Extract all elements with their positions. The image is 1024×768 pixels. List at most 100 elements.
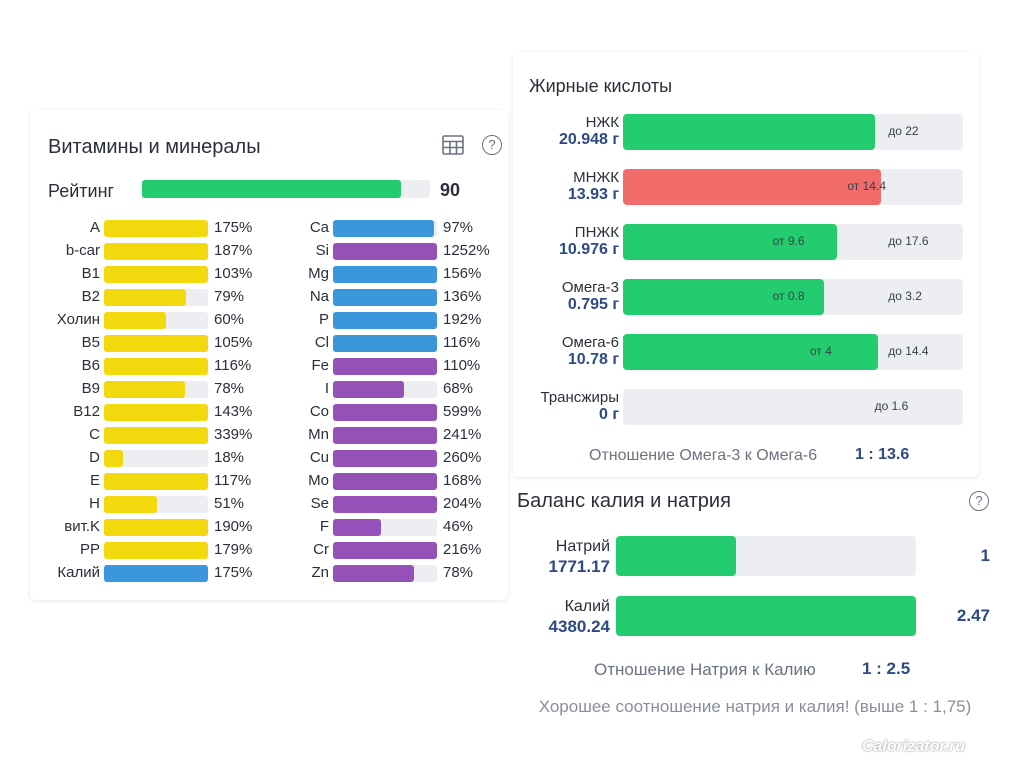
fatty-acids-title: Жирные кислоты — [529, 76, 673, 96]
vitamin-row: вит.K 190% — [30, 516, 270, 538]
nutrient-bar — [333, 289, 437, 306]
nutrient-bar-fill — [104, 427, 208, 444]
rating-bar — [142, 180, 430, 198]
nutrient-bar-fill — [104, 496, 158, 513]
mineral-row: P 192% — [255, 309, 505, 331]
nutrient-value: 143% — [214, 403, 253, 420]
nutrient-value: 339% — [214, 426, 253, 443]
nutrient-value: 51% — [214, 495, 245, 512]
balance-bar — [616, 596, 916, 636]
fatty-acid-bar-fill — [623, 114, 875, 150]
nutrient-bar-fill — [333, 243, 437, 260]
fatty-acid-amount: 0.795 г — [567, 296, 619, 313]
fatty-acid-amount: 13.93 г — [567, 186, 619, 203]
rating-bar-fill — [142, 180, 402, 198]
nutrient-bar — [104, 542, 208, 559]
nutrient-value: 78% — [443, 564, 474, 581]
nutrient-bar — [333, 335, 437, 352]
nutrient-bar-fill — [104, 519, 208, 536]
mineral-row: F 46% — [255, 516, 505, 538]
vitamin-row: B2 79% — [30, 286, 270, 308]
sodium-potassium-ratio-label: Отношение Натрия к Калию — [594, 660, 816, 679]
vitamin-row: C 339% — [30, 424, 270, 446]
nutrient-label: Ca — [309, 219, 329, 236]
nutrient-bar — [333, 496, 437, 513]
vitamin-row: B1 103% — [30, 263, 270, 285]
vitamin-row: A 175% — [30, 217, 270, 239]
nutrient-label: PP — [79, 541, 100, 558]
fatty-acid-row: Трансжиры 0 г до 1.6 — [513, 387, 979, 427]
nutrient-bar-fill — [104, 312, 167, 329]
vitamins-minerals-panel: Витамины и минералы ? Рейтинг 90 A 175% b-… — [30, 110, 508, 600]
norm-marker-label: до 22 — [888, 124, 919, 138]
norm-marker-label: от 9.6 — [772, 234, 805, 248]
nutrient-bar-fill — [333, 220, 434, 237]
mineral-row: Si 1252% — [255, 240, 505, 262]
nutrient-label: Mg — [308, 265, 329, 282]
fatty-acid-bar: от 14.4 — [623, 169, 963, 205]
balance-title: Баланс калия и натрия — [517, 490, 731, 512]
nutrient-bar-fill — [104, 450, 123, 467]
nutrient-value: 103% — [214, 265, 253, 282]
nutrient-bar-fill — [104, 220, 208, 237]
nutrient-bar — [333, 473, 437, 490]
vitamin-row: B6 116% — [30, 355, 270, 377]
nutrient-bar — [104, 312, 208, 329]
norm-marker-label: до 1.6 — [874, 399, 909, 413]
nutrient-bar — [104, 220, 208, 237]
fatty-acid-name: МНЖК — [573, 169, 619, 186]
nutrient-value: 46% — [443, 518, 474, 535]
balance-bar — [616, 536, 916, 576]
nutrient-label: B12 — [73, 403, 100, 420]
vitamins-panel-title: Витамины и минералы — [48, 136, 261, 158]
balance-note: Хорошее соотношение натрия и калия! (выш… — [538, 697, 972, 716]
fatty-acid-name: Омега-3 — [561, 279, 619, 296]
nutrient-bar-fill — [333, 335, 437, 352]
omega-ratio-label: Отношение Омега-3 к Омега-6 — [589, 447, 818, 464]
nutrient-value: 116% — [443, 334, 481, 351]
fatty-acid-bar: от 4 до 14.4 — [623, 334, 963, 370]
fatty-acid-amount: 10.976 г — [558, 241, 619, 258]
nutrient-value: 68% — [443, 380, 474, 397]
nutrient-value: 117% — [214, 472, 252, 489]
nutrient-label: P — [318, 311, 329, 328]
mineral-row: Mo 168% — [255, 470, 505, 492]
sodium-potassium-ratio-value: 1 : 2.5 — [862, 659, 911, 678]
nutrient-label: H — [89, 495, 100, 512]
balance-name: Натрий — [555, 538, 610, 555]
balance-bar-fill — [616, 536, 736, 576]
watermark-logo: Calorizator.ru — [862, 738, 966, 755]
nutrient-bar — [104, 496, 208, 513]
mineral-row: Cr 216% — [255, 539, 505, 561]
mineral-row: Co 599% — [255, 401, 505, 423]
nutrient-label: B1 — [81, 265, 100, 282]
nutrient-bar — [104, 473, 208, 490]
vitamin-row: B5 105% — [30, 332, 270, 354]
norm-marker-label: от 14.4 — [847, 179, 886, 193]
table-grid-icon[interactable] — [442, 134, 464, 156]
nutrient-label: B5 — [81, 334, 100, 351]
nutrient-bar — [333, 312, 437, 329]
nutrient-bar-fill — [333, 289, 437, 306]
nutrient-value: 168% — [443, 472, 482, 489]
nutrient-bar-fill — [333, 542, 437, 559]
nutrient-bar — [104, 404, 208, 421]
nutrient-value: 190% — [214, 518, 253, 535]
vitamin-row: D 18% — [30, 447, 270, 469]
nutrient-bar — [104, 519, 208, 536]
nutrient-label: Se — [310, 495, 329, 512]
mineral-row: Fe 110% — [255, 355, 505, 377]
nutrient-value: 260% — [443, 449, 482, 466]
nutrient-bar-fill — [104, 289, 187, 306]
norm-marker-label: от 4 — [810, 344, 832, 358]
nutrient-label: Si — [315, 242, 329, 259]
nutrient-value: 105% — [214, 334, 253, 351]
mineral-row: Ca 97% — [255, 217, 505, 239]
question-circle-icon[interactable]: ? — [481, 134, 503, 156]
nutrient-label: Mn — [308, 426, 329, 443]
nutrient-label: Co — [309, 403, 329, 420]
question-circle-icon[interactable]: ? — [968, 490, 990, 512]
nutrient-bar-fill — [104, 358, 208, 375]
vitamin-row: B9 78% — [30, 378, 270, 400]
nutrient-value: 241% — [443, 426, 482, 443]
